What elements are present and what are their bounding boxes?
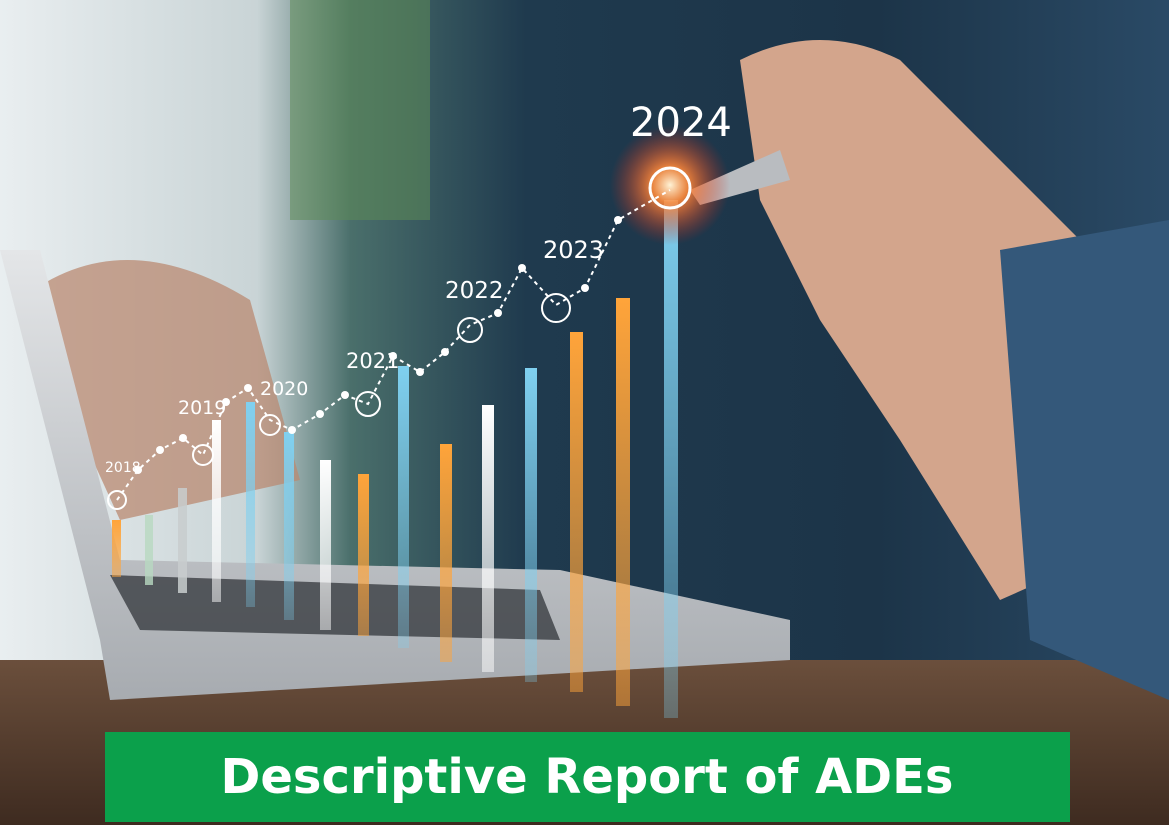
- dot: [581, 284, 589, 292]
- dot: [441, 348, 449, 356]
- bar: [616, 298, 630, 706]
- dot: [156, 446, 164, 454]
- year-label: 2021: [346, 349, 399, 373]
- dot: [494, 309, 502, 317]
- bar: [178, 488, 187, 593]
- year-label: 2023: [543, 236, 604, 264]
- dot: [416, 368, 424, 376]
- dot: [316, 410, 324, 418]
- year-label: 2022: [445, 278, 504, 304]
- dot: [288, 426, 296, 434]
- dot: [518, 264, 526, 272]
- bar: [246, 402, 255, 607]
- dot: [244, 384, 252, 392]
- dot: [179, 434, 187, 442]
- year-label: 2024: [630, 100, 732, 146]
- banner-title: Descriptive Report of ADEs: [221, 749, 954, 805]
- bar: [320, 460, 331, 630]
- bar: [358, 474, 369, 636]
- bar: [440, 444, 452, 662]
- bar: [145, 515, 153, 585]
- bar: [570, 332, 583, 692]
- cover-image: 2018 2019 2020 2021 2022 2023 2024 Descr…: [0, 0, 1169, 825]
- bar: [664, 200, 678, 718]
- bar: [112, 520, 121, 577]
- bar: [482, 405, 494, 672]
- year-label: 2020: [260, 378, 308, 400]
- dot: [341, 391, 349, 399]
- year-label: 2018: [105, 460, 141, 476]
- plant-blur: [290, 0, 430, 220]
- bar: [398, 366, 409, 648]
- bar: [212, 420, 221, 602]
- bar: [284, 432, 294, 620]
- year-label: 2019: [178, 397, 226, 419]
- dot: [614, 216, 622, 224]
- bar: [525, 368, 537, 682]
- page: 2018 2019 2020 2021 2022 2023 2024 Descr…: [0, 0, 1169, 825]
